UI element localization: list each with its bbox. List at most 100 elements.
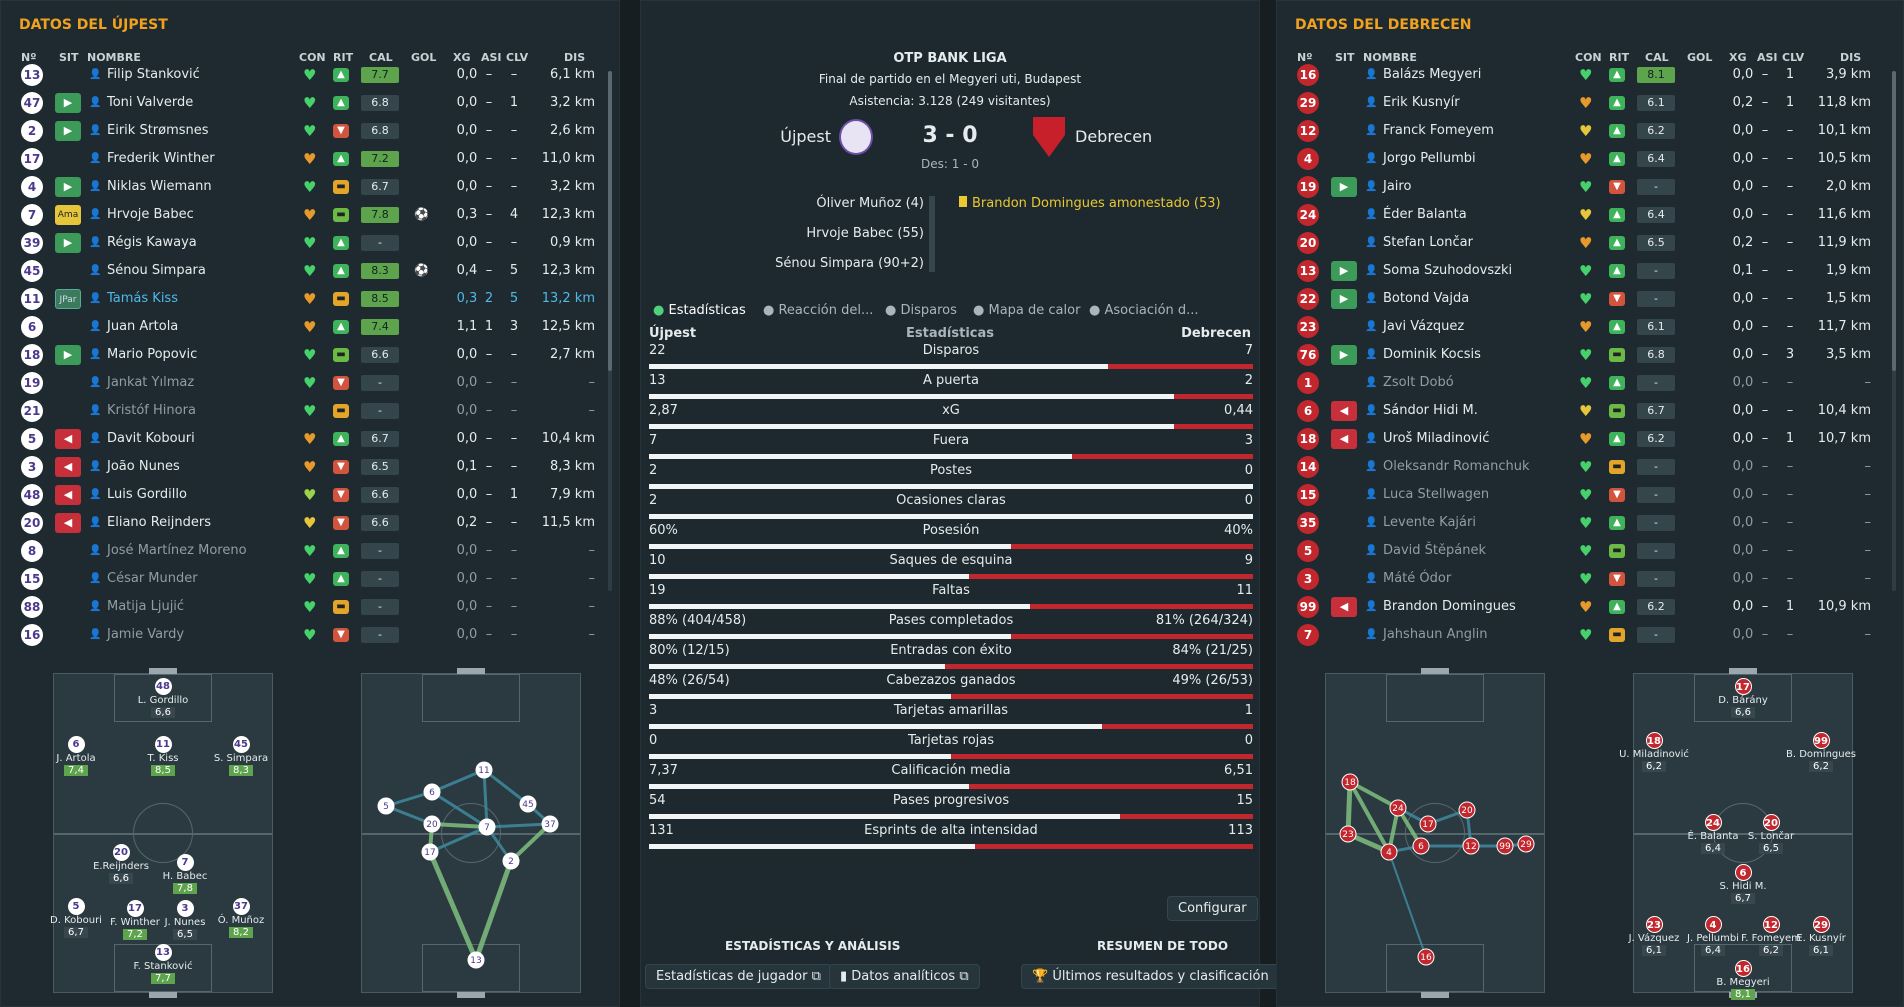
- pass-node[interactable]: [421, 843, 439, 861]
- table-row[interactable]: 12 👤 Franck Fomeyem ♥ ▲ 6.2 0,0 – – 10,1…: [1277, 117, 1892, 145]
- table-row[interactable]: 15 👤 Luca Stellwagen ♥ ▼ - 0,0 – – –: [1277, 481, 1892, 509]
- player-name[interactable]: Sénou Simpara: [107, 263, 206, 278]
- pass-node[interactable]: [1496, 837, 1514, 855]
- home-team-name[interactable]: Újpest: [780, 127, 831, 146]
- col-asi[interactable]: ASI: [1757, 51, 1778, 64]
- pitch-player[interactable]: 17 D. Bárány 6,6: [1708, 678, 1778, 718]
- scorer[interactable]: Sénou Simpara (90+2): [775, 256, 924, 271]
- table-row[interactable]: 21 👤 Kristóf Hinora ♥ ▬ - 0,0 – – –: [1, 397, 616, 425]
- table-row[interactable]: 19 👤 Jankat Yılmaz ♥ ▼ - 0,0 – – –: [1, 369, 616, 397]
- player-name[interactable]: Oleksandr Romanchuk: [1383, 459, 1530, 474]
- tab-mapa-calor[interactable]: ● Mapa de calor: [973, 303, 1081, 318]
- table-row[interactable]: 17 👤 Frederik Winther ♥ ▲ 7.2 0,0 – – 11…: [1, 145, 616, 173]
- player-name[interactable]: Jahshaun Anglin: [1383, 627, 1488, 642]
- col-cal[interactable]: CAL: [369, 51, 393, 64]
- player-name[interactable]: João Nunes: [107, 459, 180, 474]
- table-row[interactable]: 3 👤 Máté Ódor ♥ ▼ - 0,0 – – –: [1277, 565, 1892, 593]
- player-name[interactable]: Luca Stellwagen: [1383, 487, 1490, 502]
- table-row[interactable]: 7 👤 Jahshaun Anglin ♥ ▬ - 0,0 – – –: [1277, 621, 1892, 649]
- pass-node[interactable]: [423, 815, 441, 833]
- pitch-player[interactable]: 6 S. Hidi M. 6,7: [1708, 864, 1778, 904]
- player-name[interactable]: Javi Vázquez: [1383, 319, 1465, 334]
- player-name[interactable]: Hrvoje Babec: [107, 207, 194, 222]
- card-event[interactable]: Brandon Domingues amonestado (53): [972, 196, 1221, 211]
- col-rit[interactable]: RIT: [1609, 51, 1630, 64]
- col-clv[interactable]: CLV: [506, 51, 529, 64]
- pitch-player[interactable]: 37 Ó. Muñoz 8,2: [206, 898, 276, 938]
- table-row[interactable]: 2 ▶ 👤 Eirik Strømsnes ♥ ▼ 6.8 0,0 – – 2,6…: [1, 117, 616, 145]
- col-sit[interactable]: SIT: [59, 51, 79, 64]
- player-name[interactable]: Juan Artola: [107, 319, 179, 334]
- pass-node[interactable]: [1517, 835, 1535, 853]
- pitch-player[interactable]: 12 F. Fomeyem 6,2: [1736, 916, 1806, 956]
- table-row[interactable]: 18 ◀ 👤 Uroš Miladinović ♥ ▲ 6.2 0,0 – 1 1…: [1277, 425, 1892, 453]
- player-name[interactable]: Levente Kajári: [1383, 515, 1476, 530]
- pass-node[interactable]: [1339, 825, 1357, 843]
- pitch-player[interactable]: 5 D. Kobouri 6,7: [41, 898, 111, 938]
- pitch-player[interactable]: 17 F. Winther 7,2: [100, 900, 170, 940]
- player-name[interactable]: Matija Ljujić: [107, 599, 185, 614]
- player-name[interactable]: Franck Fomeyem: [1383, 123, 1494, 138]
- table-row[interactable]: 48 ◀ 👤 Luis Gordillo ♥ ▼ 6.6 0,0 – 1 7,9 …: [1, 481, 616, 509]
- pitch-player[interactable]: 4 J. Pellumbi 6,4: [1678, 916, 1748, 956]
- table-row[interactable]: 14 👤 Oleksandr Romanchuk ♥ ▬ - 0,0 – – –: [1277, 453, 1892, 481]
- player-name[interactable]: Eliano Reijnders: [107, 515, 212, 530]
- player-name[interactable]: Jorgo Pellumbi: [1383, 151, 1476, 166]
- col-con[interactable]: CON: [1575, 51, 1602, 64]
- player-name[interactable]: Eirik Strømsnes: [107, 123, 209, 138]
- player-name[interactable]: Mario Popovic: [107, 347, 198, 362]
- table-row[interactable]: 88 👤 Matija Ljujić ♥ ▬ - 0,0 – – –: [1, 593, 616, 621]
- scorer[interactable]: Óliver Muñoz (4): [816, 196, 924, 211]
- pitch-player[interactable]: 3 J. Nunes 6,5: [150, 900, 220, 940]
- table-row[interactable]: 22 ▶ 👤 Botond Vajda ♥ ▼ - 0,0 – – 1,5 km: [1277, 285, 1892, 313]
- pitch-player[interactable]: 99 B. Domingues 6,2: [1786, 732, 1856, 772]
- col-dis[interactable]: DIS: [564, 51, 586, 64]
- player-name[interactable]: Stefan Lončar: [1383, 235, 1473, 250]
- player-name[interactable]: Jairo: [1383, 179, 1412, 194]
- pass-node[interactable]: [377, 797, 395, 815]
- pitch-player[interactable]: 20 E.Reijnders 6,6: [86, 844, 156, 884]
- table-row[interactable]: 5 ◀ 👤 Davit Kobouri ♥ ▲ 6.7 0,0 – – 10,4 …: [1, 425, 616, 453]
- pitch-player[interactable]: 45 S. Simpara 8,3: [206, 736, 276, 776]
- scrollbar[interactable]: [1892, 71, 1896, 591]
- col-dis[interactable]: DIS: [1840, 51, 1862, 64]
- pitch-player[interactable]: 24 É. Balanta 6,4: [1678, 814, 1748, 854]
- pitch-player[interactable]: 7 H. Babec 7,8: [150, 854, 220, 894]
- table-row[interactable]: 11 JPar 👤 Tamás Kiss ♥ ▬ 8.5 0,3 2 5 13,2…: [1, 285, 616, 313]
- player-stats-button[interactable]: Estadísticas de jugador ⧉: [645, 964, 832, 989]
- table-row[interactable]: 8 👤 José Martínez Moreno ♥ ▲ - 0,0 – – –: [1, 537, 616, 565]
- col-xg[interactable]: XG: [453, 51, 471, 64]
- table-row[interactable]: 13 ▶ 👤 Soma Szuhodovszki ♥ ▲ - 0,1 – – 1,…: [1277, 257, 1892, 285]
- pitch-player[interactable]: 16 B. Megyeri 8,1: [1708, 960, 1778, 1000]
- col-n[interactable]: Nº: [21, 51, 37, 64]
- table-row[interactable]: 16 👤 Jamie Vardy ♥ ▼ - 0,0 – – –: [1, 621, 616, 649]
- table-row[interactable]: 5 👤 David Štěpánek ♥ ▬ - 0,0 – – –: [1277, 537, 1892, 565]
- table-row[interactable]: 15 👤 César Munder ♥ ▲ - 0,0 – – –: [1, 565, 616, 593]
- scrollbar[interactable]: [608, 71, 612, 591]
- table-row[interactable]: 99 ◀ 👤 Brandon Domingues ♥ ▲ 6.2 0,0 – 1 …: [1277, 593, 1892, 621]
- tab-disparos[interactable]: ● Disparos: [885, 303, 957, 318]
- tab-asociacion[interactable]: ● Asociación d...: [1089, 303, 1199, 318]
- pass-node[interactable]: [1462, 837, 1480, 855]
- player-name[interactable]: Sándor Hidi M.: [1383, 403, 1478, 418]
- pass-node[interactable]: [1389, 799, 1407, 817]
- table-row[interactable]: 3 ◀ 👤 João Nunes ♥ ▼ 6.5 0,1 – – 8,3 km: [1, 453, 616, 481]
- table-row[interactable]: 45 👤 Sénou Simpara ♥ ▲ 8.3 ⚽ 0,4 – 5 12,…: [1, 257, 616, 285]
- player-name[interactable]: Jamie Vardy: [107, 627, 185, 642]
- col-rit[interactable]: RIT: [333, 51, 354, 64]
- table-row[interactable]: 7 Ama 👤 Hrvoje Babec ♥ ▬ 7.8 ⚽ 0,3 – 4 12…: [1, 201, 616, 229]
- player-name[interactable]: Luis Gordillo: [107, 487, 187, 502]
- col-clv[interactable]: CLV: [1782, 51, 1805, 64]
- pass-node[interactable]: [1419, 815, 1437, 833]
- pass-node[interactable]: [519, 795, 537, 813]
- pass-node[interactable]: [1412, 837, 1430, 855]
- player-name[interactable]: Niklas Wiemann: [107, 179, 212, 194]
- table-row[interactable]: 13 👤 Filip Stanković ♥ ▲ 7.7 0,0 – – 6,1…: [1, 61, 616, 89]
- table-row[interactable]: 1 👤 Zsolt Dobó ♥ ▲ - 0,0 – – –: [1277, 369, 1892, 397]
- table-row[interactable]: 76 ▶ 👤 Dominik Kocsis ♥ ▬ 6.8 0,0 – 3 3,5…: [1277, 341, 1892, 369]
- col-sit[interactable]: SIT: [1335, 51, 1355, 64]
- player-name[interactable]: Soma Szuhodovszki: [1383, 263, 1513, 278]
- pitch-player[interactable]: 23 J. Vázquez 6,1: [1619, 916, 1689, 956]
- col-n[interactable]: Nº: [1297, 51, 1313, 64]
- table-row[interactable]: 20 ◀ 👤 Eliano Reijnders ♥ ▼ 6.6 0,2 – – 1…: [1, 509, 616, 537]
